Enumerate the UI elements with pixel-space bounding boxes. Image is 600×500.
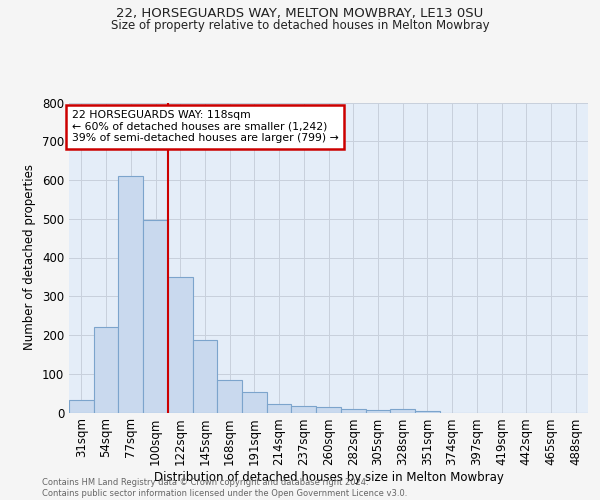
Text: Contains HM Land Registry data © Crown copyright and database right 2024.
Contai: Contains HM Land Registry data © Crown c…	[42, 478, 407, 498]
X-axis label: Distribution of detached houses by size in Melton Mowbray: Distribution of detached houses by size …	[154, 470, 503, 484]
Bar	[168, 277, 193, 412]
Bar	[118, 176, 143, 412]
Text: 22, HORSEGUARDS WAY, MELTON MOWBRAY, LE13 0SU: 22, HORSEGUARDS WAY, MELTON MOWBRAY, LE1…	[116, 8, 484, 20]
Bar	[365, 410, 390, 412]
Bar	[341, 410, 365, 412]
Bar	[267, 404, 292, 412]
Bar	[69, 400, 94, 412]
Y-axis label: Number of detached properties: Number of detached properties	[23, 164, 37, 350]
Bar	[316, 406, 341, 412]
Text: Size of property relative to detached houses in Melton Mowbray: Size of property relative to detached ho…	[110, 19, 490, 32]
Bar	[143, 220, 168, 412]
Bar	[217, 380, 242, 412]
Text: 22 HORSEGUARDS WAY: 118sqm
← 60% of detached houses are smaller (1,242)
39% of s: 22 HORSEGUARDS WAY: 118sqm ← 60% of deta…	[71, 110, 338, 144]
Bar	[193, 340, 217, 412]
Bar	[415, 410, 440, 412]
Bar	[94, 327, 118, 412]
Bar	[390, 410, 415, 412]
Bar	[292, 406, 316, 412]
Bar	[242, 392, 267, 412]
